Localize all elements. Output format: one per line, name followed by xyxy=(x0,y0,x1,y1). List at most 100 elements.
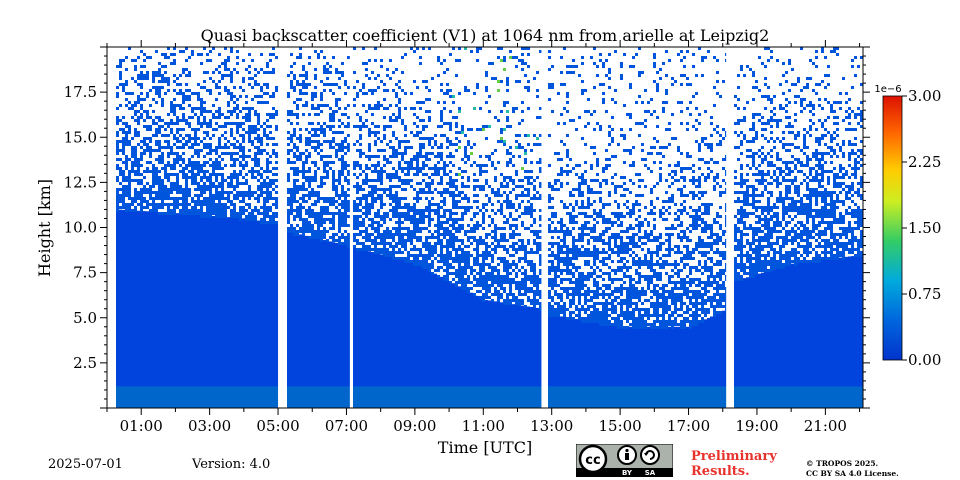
heatmap-cell xyxy=(494,176,497,179)
heatmap-cell xyxy=(290,209,293,212)
heatmap-cell xyxy=(392,197,395,200)
heatmap-surface-layer xyxy=(407,386,410,408)
heatmap-cell xyxy=(194,209,197,212)
heatmap-cell xyxy=(611,221,614,224)
heatmap-cell xyxy=(305,104,308,107)
heatmap-cell xyxy=(500,239,503,242)
heatmap-cell xyxy=(452,179,455,182)
heatmap-cell xyxy=(422,80,425,83)
heatmap-cell xyxy=(485,203,488,206)
heatmap-cell xyxy=(455,248,458,251)
heatmap-cell xyxy=(374,245,377,248)
heatmap-cell xyxy=(548,206,551,209)
heatmap-cell xyxy=(515,284,518,287)
heatmap-cell xyxy=(155,179,158,182)
heatmap-cell xyxy=(308,206,311,209)
heatmap-cell xyxy=(167,89,170,92)
heatmap-cell xyxy=(524,278,527,281)
heatmap-surface-layer xyxy=(137,386,140,408)
heatmap-cell xyxy=(251,59,254,62)
heatmap-cell xyxy=(338,170,341,173)
heatmap-cell xyxy=(404,242,407,245)
heatmap-surface-layer xyxy=(377,386,380,408)
heatmap-cell xyxy=(479,236,482,239)
heatmap-cell xyxy=(608,296,611,299)
heatmap-cell xyxy=(398,167,401,170)
heatmap-cell xyxy=(494,248,497,251)
heatmap-cell xyxy=(533,188,536,191)
heatmap-cell xyxy=(428,209,431,212)
heatmap-cell xyxy=(395,194,398,197)
heatmap-cell xyxy=(239,125,242,128)
heatmap-cell xyxy=(593,305,596,308)
heatmap-cell xyxy=(212,200,215,203)
heatmap-cell xyxy=(356,80,359,83)
heatmap-cell xyxy=(224,209,227,212)
heatmap-cell xyxy=(494,287,497,290)
heatmap-cell xyxy=(539,224,542,227)
heatmap-column-fill xyxy=(125,210,128,408)
heatmap-cell xyxy=(320,185,323,188)
heatmap-cell xyxy=(590,230,593,233)
heatmap-cell xyxy=(410,131,413,134)
heatmap-column-fill xyxy=(443,278,446,408)
heatmap-cell xyxy=(347,209,350,212)
heatmap-cell xyxy=(467,158,470,161)
heatmap-cell xyxy=(581,173,584,176)
heatmap-cell xyxy=(617,320,620,323)
heatmap-cell xyxy=(194,167,197,170)
heatmap-cell xyxy=(158,155,161,158)
heatmap-cell xyxy=(239,161,242,164)
heatmap-cell xyxy=(563,83,566,86)
heatmap-cell xyxy=(617,290,620,293)
heatmap-cell xyxy=(371,122,374,125)
heatmap-cell xyxy=(293,62,296,65)
heatmap-cell xyxy=(608,257,611,260)
heatmap-cell xyxy=(416,227,419,230)
heatmap-cell xyxy=(272,116,275,119)
heatmap-column-fill xyxy=(152,211,155,408)
heatmap-cell xyxy=(467,155,470,158)
heatmap-cell xyxy=(512,269,515,272)
heatmap-cell xyxy=(599,311,602,314)
heatmap-cell xyxy=(182,137,185,140)
heatmap-cell xyxy=(488,233,491,236)
heatmap-cell xyxy=(197,209,200,212)
heatmap-cell xyxy=(551,65,554,68)
heatmap-cell xyxy=(260,125,263,128)
heatmap-cell xyxy=(161,200,164,203)
heatmap-cell xyxy=(596,164,599,167)
heatmap-cell xyxy=(395,92,398,95)
heatmap-cell xyxy=(167,47,170,50)
heatmap-cell xyxy=(116,164,119,167)
heatmap-cell xyxy=(293,230,296,233)
heatmap-column-fill xyxy=(377,253,380,408)
heatmap-column-fill xyxy=(155,211,158,408)
heatmap-cell xyxy=(596,293,599,296)
heatmap-cell xyxy=(605,302,608,305)
heatmap-cell xyxy=(239,110,242,113)
heatmap-cell xyxy=(518,215,521,218)
heatmap-cell xyxy=(143,137,146,140)
heatmap-cell xyxy=(131,170,134,173)
heatmap-cell xyxy=(557,245,560,248)
heatmap-cell xyxy=(374,104,377,107)
heatmap-cell xyxy=(332,227,335,230)
heatmap-surface-layer xyxy=(497,386,500,408)
heatmap-cell xyxy=(182,71,185,74)
heatmap-cell xyxy=(329,236,332,239)
heatmap-cell xyxy=(617,203,620,206)
heatmap-cell xyxy=(266,113,269,116)
heatmap-cell xyxy=(218,146,221,149)
heatmap-cell xyxy=(176,179,179,182)
heatmap-cell xyxy=(116,152,119,155)
heatmap-cell xyxy=(332,179,335,182)
heatmap-surface-layer xyxy=(428,386,431,408)
heatmap-cell xyxy=(341,167,344,170)
heatmap-cell xyxy=(527,89,530,92)
heatmap-cell xyxy=(599,233,602,236)
heatmap-cell xyxy=(434,257,437,260)
heatmap-cell xyxy=(287,179,290,182)
heatmap-cell xyxy=(287,152,290,155)
heatmap-cell xyxy=(596,257,599,260)
